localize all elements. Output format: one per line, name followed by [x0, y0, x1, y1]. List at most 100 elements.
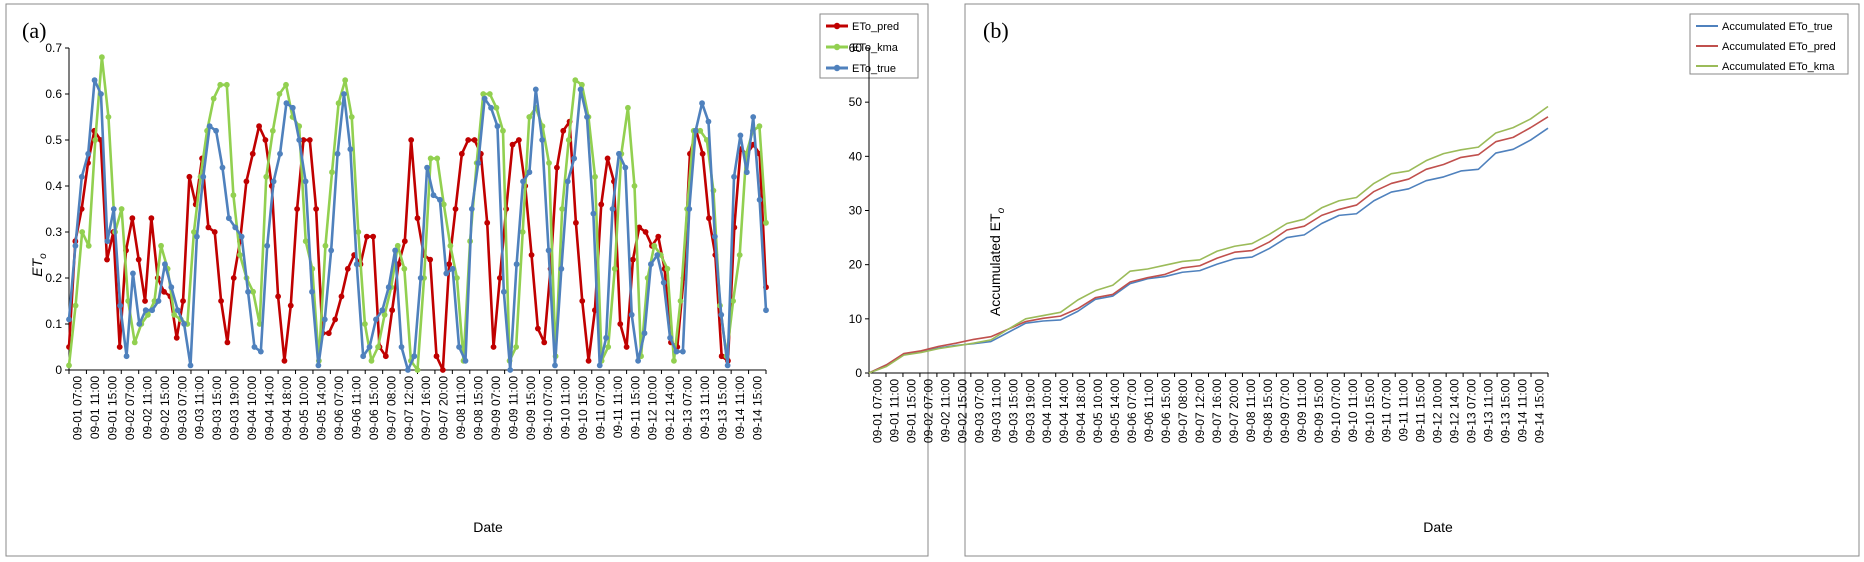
data-point-eto_kma [92, 137, 99, 143]
data-point-eto_kma [131, 339, 138, 346]
data-point-eto_true [174, 307, 181, 314]
data-point-eto_pred [579, 298, 586, 304]
data-point-eto_kma [263, 173, 270, 180]
panel-a-ylabel: ETo [29, 253, 49, 277]
data-point-eto_pred [427, 256, 434, 263]
data-point-eto_kma [611, 265, 618, 272]
data-point-eto_true [142, 307, 149, 314]
data-point-eto_pred [617, 321, 624, 327]
data-point-eto_true [379, 307, 386, 314]
x-tick-label: 09-11 15:00 [1414, 379, 1428, 442]
x-tick-label: 09-05 10:00 [297, 376, 311, 440]
data-point-eto_kma [454, 275, 460, 281]
x-tick-label: 09-03 15:00 [210, 376, 224, 440]
data-point-eto_pred [458, 150, 465, 157]
x-tick-label: 09-12 14:00 [1448, 379, 1462, 443]
data-point-eto_true [104, 238, 111, 245]
x-tick-label: 09-03 19:00 [228, 376, 242, 440]
data-point-eto_true [724, 362, 731, 369]
x-tick-label: 09-04 14:00 [1057, 379, 1071, 443]
series-line-accumulated-eto_true [868, 127, 1549, 374]
x-tick-label: 09-12 14:00 [663, 376, 677, 440]
y-tick-label: 30 [849, 204, 863, 218]
x-tick-label: 09-06 11:00 [350, 376, 364, 439]
x-tick-label: 09-07 20:00 [1227, 379, 1241, 443]
data-point-eto_kma [375, 344, 381, 350]
x-tick-label: 09-09 11:00 [1295, 379, 1309, 442]
panel-a-xlabel: Date [473, 519, 503, 535]
data-point-eto_true [366, 344, 373, 350]
data-point-eto_true [187, 362, 194, 369]
data-point-eto_kma [394, 242, 401, 249]
data-point-eto_true [609, 206, 616, 212]
data-point-eto_kma [559, 206, 566, 212]
data-point-eto_kma [756, 123, 763, 130]
data-point-eto_pred [541, 339, 548, 346]
data-point-eto_pred [465, 137, 472, 143]
data-point-eto_true [756, 196, 763, 203]
x-tick-label: 09-06 15:00 [1159, 379, 1173, 443]
data-point-eto_pred [370, 233, 377, 240]
x-tick-label: 09-08 15:00 [1261, 379, 1275, 443]
data-point-eto_true [66, 316, 72, 323]
data-point-eto_pred [655, 233, 662, 240]
data-point-eto_true [635, 357, 642, 364]
data-point-eto_pred [382, 353, 389, 360]
legend-label: ETo_kma [852, 42, 899, 54]
data-point-eto_true [321, 316, 328, 323]
data-point-eto_kma [105, 114, 112, 120]
x-tick-label: 09-06 11:00 [1142, 379, 1156, 442]
legend-label: ETo_true [852, 63, 896, 75]
data-point-eto_true [731, 173, 737, 180]
legend-box [1689, 13, 1849, 75]
legend-marker [833, 64, 841, 72]
data-point-eto_true [590, 210, 597, 217]
y-tick-label: 20 [849, 258, 863, 272]
series-line-accumulated-eto_kma [868, 105, 1549, 374]
data-point-eto_true [616, 150, 622, 157]
x-tick-label: 09-11 15:00 [628, 376, 642, 439]
data-point-eto_pred [294, 206, 301, 212]
series-line-accumulated-eto_pred [868, 116, 1549, 374]
data-point-eto_true [558, 265, 565, 272]
data-point-eto_true [251, 344, 258, 350]
x-tick-label: 09-05 14:00 [315, 376, 329, 440]
data-point-eto_pred [389, 307, 396, 314]
data-point-eto_pred [484, 219, 491, 226]
y-tick-label: 50 [849, 95, 863, 109]
data-point-eto_pred [414, 215, 421, 222]
data-point-eto_true [117, 302, 124, 309]
x-tick-label: 09-10 07:00 [541, 376, 555, 440]
x-tick-label: 09-11 11:00 [611, 376, 625, 439]
x-tick-label: 09-03 07:00 [972, 379, 986, 443]
data-point-eto_kma [493, 104, 500, 111]
data-point-eto_kma [355, 229, 362, 235]
x-tick-label: 09-13 07:00 [1465, 379, 1479, 443]
data-point-eto_true [737, 132, 744, 139]
x-tick-label: 09-13 15:00 [1499, 379, 1513, 443]
x-tick-label: 09-14 15:00 [750, 376, 764, 440]
data-point-eto_kma [671, 357, 677, 364]
y-tick-label: 10 [849, 312, 863, 326]
data-point-eto_kma [697, 127, 704, 134]
data-point-eto_true [564, 178, 571, 185]
panel-b-ylabel: Accumulated ETo [987, 207, 1007, 316]
data-point-eto_pred [135, 256, 142, 263]
data-point-eto_pred [287, 302, 294, 309]
data-point-eto_pred [433, 353, 440, 360]
x-tick-label: 09-13 07:00 [681, 376, 695, 440]
data-point-eto_pred [116, 344, 123, 350]
data-point-eto_true [392, 247, 399, 254]
x-tick-label: 09-04 18:00 [1074, 379, 1088, 443]
data-point-eto_true [475, 160, 482, 166]
data-point-eto_true [213, 127, 219, 134]
data-point-eto_kma [651, 242, 658, 249]
data-point-eto_pred [496, 275, 503, 281]
data-point-eto_kma [283, 81, 289, 88]
x-tick-label: 09-01 07:00 [870, 379, 884, 443]
data-point-eto_true [347, 146, 354, 153]
x-tick-label: 09-06 15:00 [367, 376, 381, 440]
data-point-eto_true [162, 261, 168, 268]
x-tick-label: 09-07 08:00 [1176, 379, 1190, 443]
